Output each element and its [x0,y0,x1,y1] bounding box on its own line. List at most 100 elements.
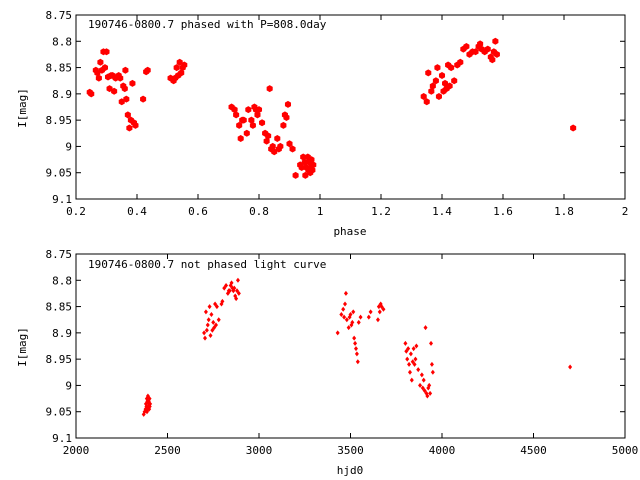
x-tick-label: 0.8 [249,205,269,218]
x-tick-label: 4000 [429,444,456,457]
data-point [381,306,386,312]
data-point [233,111,240,119]
data-point [309,166,316,174]
y-tick-label: 8.95 [46,353,73,366]
data-point [124,111,131,119]
x-tick-label: 1.8 [554,205,574,218]
data-point [249,121,256,129]
data-point [88,90,95,98]
data-point [448,64,455,72]
data-point [284,100,292,108]
data-point [126,124,133,132]
data-point [234,296,239,302]
data-point [484,45,491,53]
data-point [237,135,244,143]
data-point [236,121,243,129]
data-point [351,309,356,315]
data-point [429,340,434,346]
data-point [148,401,153,407]
data-point [568,364,573,370]
phased-chart: 0.2 0.4 0.6 0.8 1 1.2 1.4 1.6 1.8 2 8.758.88.858.… [16,9,628,238]
data-point [229,280,234,286]
x-tick-label: 3500 [337,444,364,457]
data-point [286,140,293,148]
data-point [358,314,363,320]
data-point [406,346,411,352]
data-point [463,43,470,51]
x-tick-label: 0.4 [127,205,147,218]
phased-points [86,37,577,179]
data-point [254,111,261,119]
data-point [277,142,284,150]
y-tick-label: 9.05 [46,167,73,180]
data-point [405,356,410,362]
data-point [457,58,464,66]
data-point [95,74,102,82]
data-point [245,106,252,114]
data-point [208,332,213,338]
data-point [283,114,290,122]
data-point [202,330,207,336]
data-point [213,322,218,328]
data-point [123,95,130,103]
data-point [420,92,427,100]
data-point [300,153,307,161]
data-point [308,156,315,164]
y-tick-label: 9.05 [46,406,73,419]
data-point [343,290,348,296]
data-point [425,69,432,77]
phased-plot-frame [75,14,626,200]
y-tick-label: 8.85 [46,301,73,314]
unphased-chart-title: 190746-0800.7 not phased light curve [88,258,326,271]
data-point [140,95,147,103]
data-point [341,306,346,312]
data-point [265,132,272,140]
data-point [375,317,380,323]
y-tick-label: 9 [65,140,72,153]
unphased-x-ticks: 2000 2500 3000 3500 4000 4500 5000 [63,254,638,457]
x-tick-label: 1.6 [493,205,513,218]
data-point [211,319,216,325]
data-point [352,335,357,341]
data-point [423,325,428,331]
data-point [421,377,426,383]
data-point [492,37,499,45]
data-point [356,319,361,325]
data-point [429,361,434,367]
phased-y-ticks: 8.75 8.8 8.85 8.9 8.95 9 9.05 9.1 [46,9,625,206]
data-point [435,92,442,100]
data-point [489,56,496,64]
data-point [204,327,209,333]
data-point [259,119,266,127]
data-point [203,309,208,315]
unphased-chart: 2000 2500 3000 3500 4000 4500 5000 8.75 8.8 8.85… [16,248,638,477]
data-point [446,82,453,90]
phased-chart-title: 190746-0800.7 phased with P=808.0day [88,18,327,31]
data-point [366,314,371,320]
data-point [438,71,446,79]
x-tick-label: 2500 [154,444,181,457]
y-tick-label: 8.75 [46,248,73,261]
unphased-y-ticks: 8.75 8.8 8.85 8.9 8.95 9 9.05 9.1 [46,248,625,445]
data-point [353,340,358,346]
y-tick-label: 9.1 [52,193,72,206]
unphased-y-axis-label: I[mag] [16,327,29,367]
data-point [408,351,413,357]
data-point [203,335,208,341]
data-point [235,277,240,283]
data-point [493,50,500,58]
data-point [434,64,441,72]
data-point [302,171,309,179]
data-point [411,346,416,352]
data-point [292,171,299,179]
data-point [310,161,317,169]
phased-y-axis-label: I[mag] [16,88,29,128]
data-point [368,309,373,315]
data-point [106,85,113,93]
data-point [205,322,210,328]
data-point [412,361,417,367]
x-tick-label: 2000 [63,444,90,457]
y-tick-label: 8.9 [52,327,72,340]
x-tick-label: 3000 [246,444,273,457]
data-point [377,309,382,315]
